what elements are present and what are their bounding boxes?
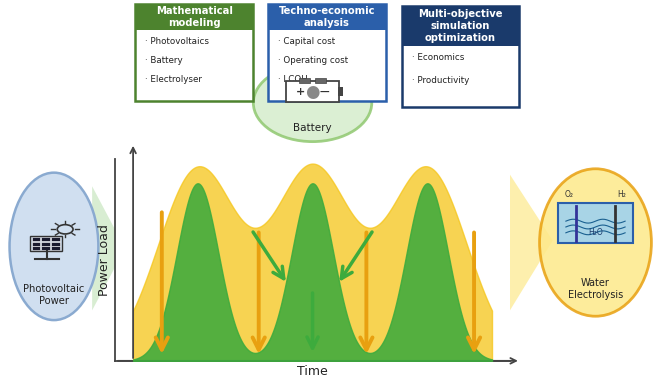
FancyBboxPatch shape (41, 246, 50, 250)
FancyBboxPatch shape (268, 4, 386, 30)
Text: · Photovoltaics: · Photovoltaics (145, 37, 209, 46)
Text: · Battery: · Battery (145, 56, 183, 65)
Text: +: + (296, 87, 305, 97)
Polygon shape (92, 186, 125, 310)
FancyBboxPatch shape (401, 6, 519, 106)
Text: · Capital cost: · Capital cost (278, 37, 335, 46)
Text: · Electrolyser: · Electrolyser (145, 75, 202, 84)
Text: Battery: Battery (293, 123, 332, 133)
FancyBboxPatch shape (315, 78, 326, 83)
FancyBboxPatch shape (51, 246, 60, 250)
Text: ●: ● (305, 83, 320, 100)
Text: · Operating cost: · Operating cost (278, 56, 348, 65)
Text: · Productivity: · Productivity (412, 76, 469, 85)
FancyBboxPatch shape (32, 237, 40, 241)
FancyBboxPatch shape (51, 242, 60, 246)
FancyBboxPatch shape (136, 4, 253, 30)
Ellipse shape (9, 173, 99, 320)
Text: Multi-objective
simulation
optimization: Multi-objective simulation optimization (418, 9, 503, 43)
Polygon shape (510, 175, 553, 310)
FancyBboxPatch shape (338, 87, 343, 96)
Text: Water
Electrolysis: Water Electrolysis (568, 278, 623, 300)
FancyBboxPatch shape (32, 246, 40, 250)
FancyBboxPatch shape (401, 6, 519, 46)
Text: Techno-economic
analysis: Techno-economic analysis (279, 6, 375, 28)
Text: O₂: O₂ (565, 190, 574, 199)
Text: · LCOH: · LCOH (278, 75, 308, 84)
FancyBboxPatch shape (32, 242, 40, 246)
Text: H₂: H₂ (617, 190, 626, 199)
FancyBboxPatch shape (41, 242, 50, 246)
FancyBboxPatch shape (41, 237, 50, 241)
FancyBboxPatch shape (286, 81, 339, 102)
Text: · Economics: · Economics (412, 53, 464, 62)
X-axis label: Time: Time (297, 365, 328, 378)
FancyBboxPatch shape (51, 237, 60, 241)
FancyBboxPatch shape (136, 4, 253, 101)
Text: −: − (318, 85, 330, 99)
FancyBboxPatch shape (558, 203, 633, 243)
Y-axis label: Power Load: Power Load (98, 224, 111, 296)
Text: Photovoltaic
Power: Photovoltaic Power (23, 284, 85, 306)
Text: Mathematical
modeling: Mathematical modeling (156, 6, 232, 28)
FancyBboxPatch shape (299, 78, 310, 83)
Ellipse shape (253, 64, 372, 142)
Ellipse shape (540, 169, 651, 316)
Text: H₂O: H₂O (588, 228, 603, 237)
FancyBboxPatch shape (268, 4, 386, 101)
